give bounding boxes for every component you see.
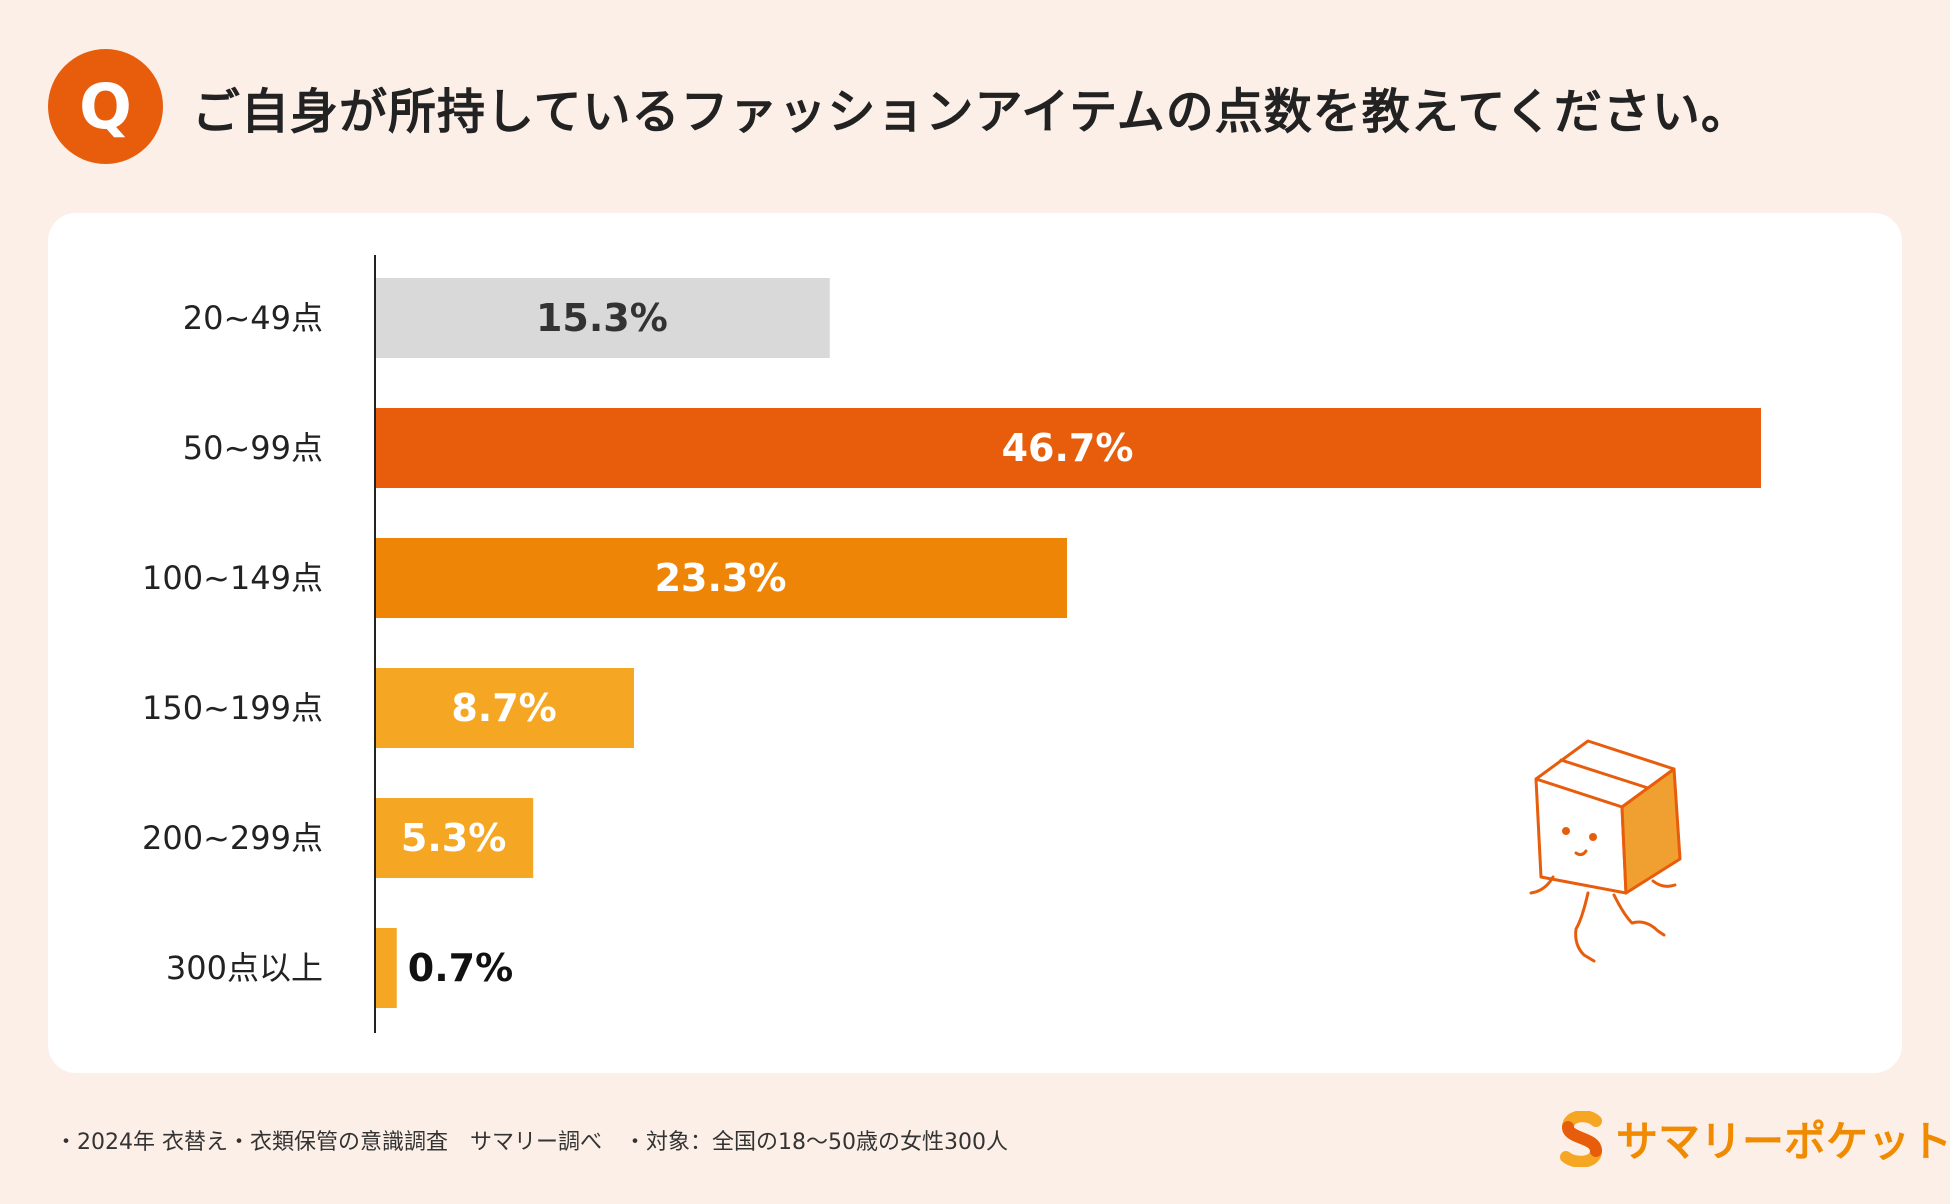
category-label: 300点以上 — [166, 949, 323, 987]
question-title: ご自身が所持しているファッションアイテムの点数を教えてください。 — [192, 84, 1750, 140]
question-badge: Q — [48, 49, 163, 164]
value-label: 46.7% — [1002, 426, 1134, 470]
value-label: 0.7% — [408, 946, 513, 990]
value-label: 5.3% — [401, 816, 506, 860]
box-mascot-illustration — [1529, 739, 1682, 963]
value-label: 23.3% — [655, 556, 787, 600]
category-label: 200~299点 — [142, 819, 323, 857]
bar — [376, 278, 830, 358]
value-label: 8.7% — [451, 686, 556, 730]
bar — [376, 928, 397, 1008]
chart-panel: 20~49点 15.3% 50~99点 46.7% 100~149点 23.3% 150~1… — [48, 213, 1902, 1073]
bar — [376, 798, 534, 878]
category-label: 100~149点 — [142, 559, 323, 597]
bar-chart: 20~49点 15.3% 50~99点 46.7% 100~149点 23.3% 150~1… — [142, 255, 1761, 1033]
brand-logo: サマリーポケット — [1558, 1108, 1950, 1169]
brand-s-icon — [1560, 1110, 1603, 1167]
category-label: 50~99点 — [183, 429, 323, 467]
category-label: 150~199点 — [142, 689, 323, 727]
survey-source-note: ・2024年 衣替え・衣類保管の意識調査 サマリー調べ ・対象：全国の18〜50… — [55, 1130, 1008, 1155]
category-label: 20~49点 — [183, 299, 323, 337]
value-label: 15.3% — [536, 296, 668, 340]
bar — [376, 668, 635, 748]
bar — [376, 538, 1068, 618]
bar — [376, 408, 1761, 488]
brand-name: サマリーポケット — [1616, 1117, 1950, 1166]
